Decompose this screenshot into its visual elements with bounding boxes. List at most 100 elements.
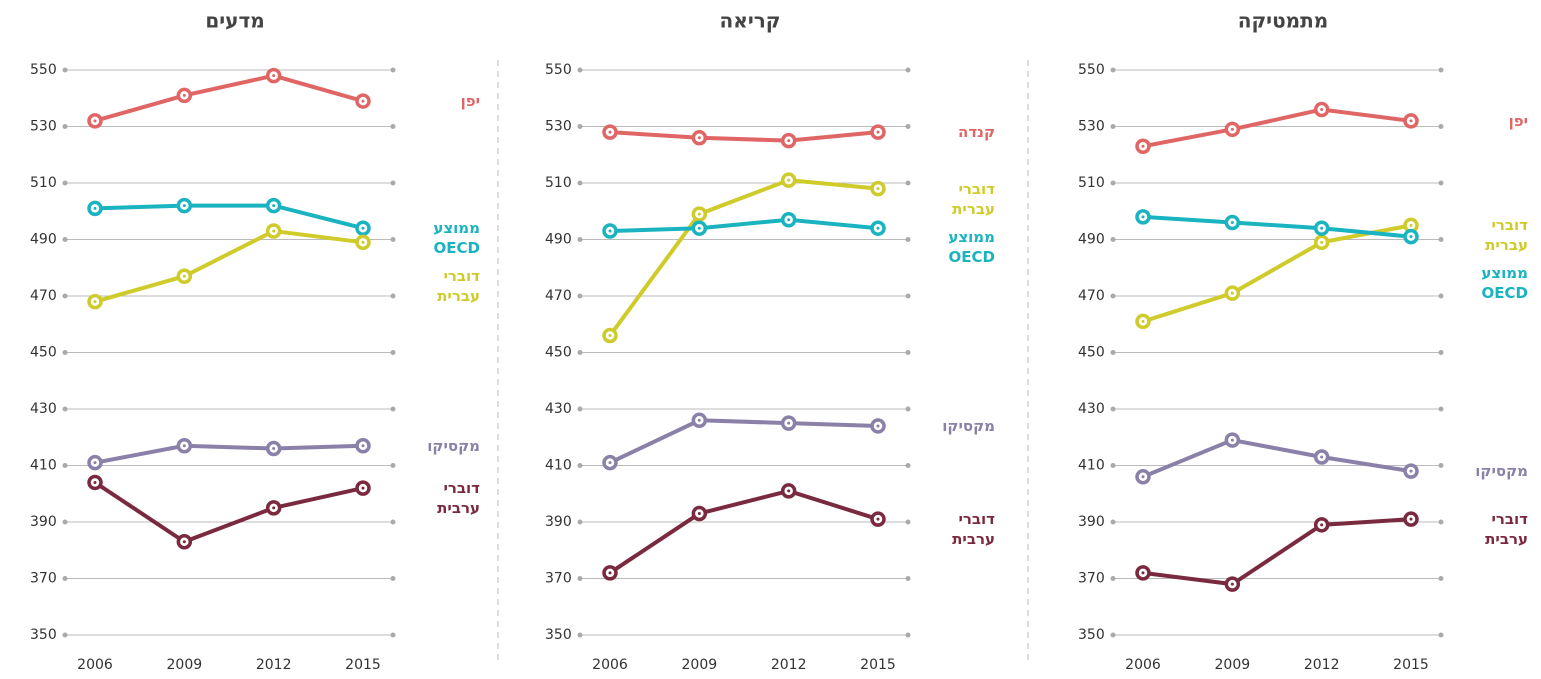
legend-label: מקסיקו <box>427 436 480 455</box>
grid-dot <box>1438 406 1444 412</box>
y-tick-label: 510 <box>1078 175 1105 191</box>
marker-dot <box>93 300 97 304</box>
y-tick-label: 490 <box>545 232 572 248</box>
marker-dot <box>697 136 701 140</box>
line <box>94 73 364 123</box>
y-tick-label: 410 <box>1078 458 1105 474</box>
marker-dot <box>787 139 791 143</box>
grid-dot <box>62 124 68 129</box>
marker-dot <box>1141 319 1145 323</box>
grid-dot <box>905 237 911 242</box>
marker-dot <box>361 226 365 230</box>
grid-dot <box>577 576 583 581</box>
grid-dot <box>390 463 396 468</box>
grid-dot <box>390 632 396 638</box>
x-tick-label: 2006 <box>592 657 628 673</box>
line <box>94 228 364 304</box>
line <box>1142 214 1412 239</box>
y-tick-label: 510 <box>30 175 57 191</box>
line <box>1142 107 1412 149</box>
line <box>94 203 364 231</box>
marker-dot <box>182 540 186 544</box>
grid-dot <box>1110 463 1116 468</box>
x-tick-label: 2015 <box>345 657 381 673</box>
line <box>609 130 879 143</box>
grid-dot <box>577 237 583 242</box>
grid-dot <box>62 406 68 412</box>
y-tick-label: 550 <box>545 62 572 78</box>
grid-dot <box>1438 519 1444 525</box>
marker-dot <box>1141 144 1145 148</box>
grid-dot <box>905 519 911 525</box>
legend-label: דוברי עברית <box>1485 216 1528 255</box>
grid-dot <box>1438 576 1444 581</box>
marker-dot <box>608 571 612 575</box>
marker-dot <box>361 99 365 103</box>
marker-dot <box>697 418 701 422</box>
marker-dot <box>1141 571 1145 575</box>
marker-dot <box>1320 108 1324 112</box>
grid-dot <box>1110 632 1116 638</box>
grid-dot <box>390 350 396 355</box>
grid-dot <box>905 293 911 299</box>
marker-dot <box>182 444 186 448</box>
legend-label: מקסיקו <box>942 416 995 435</box>
legend-label: ממוצע OECD <box>1481 264 1528 303</box>
marker-dot <box>1230 127 1234 131</box>
legend-label: דוברי ערבית <box>1485 510 1528 549</box>
chart-title: קריאה <box>720 9 781 33</box>
y-tick-label: 550 <box>1078 62 1105 78</box>
marker-dot <box>93 480 97 484</box>
marker-dot <box>787 218 791 222</box>
grid-dot <box>390 237 396 242</box>
legend-label: דוברי עברית <box>437 267 480 306</box>
line <box>94 443 364 465</box>
y-tick-label: 490 <box>30 232 57 248</box>
marker-dot <box>1409 223 1413 227</box>
y-tick-label: 370 <box>545 571 572 587</box>
grid-dot <box>1110 576 1116 581</box>
marker-dot <box>361 240 365 244</box>
x-tick-label: 2012 <box>771 657 807 673</box>
x-tick-label: 2006 <box>1125 657 1161 673</box>
y-tick-label: 410 <box>30 458 57 474</box>
grid-dot <box>1110 519 1116 525</box>
marker-dot <box>608 229 612 233</box>
marker-dot <box>1320 523 1324 527</box>
marker-dot <box>182 274 186 278</box>
y-tick-label: 430 <box>545 401 572 417</box>
marker-dot <box>272 74 276 78</box>
grid-dot <box>390 293 396 299</box>
marker-dot <box>1230 221 1234 225</box>
legend-label: דוברי ערבית <box>952 510 995 549</box>
marker-dot <box>182 204 186 208</box>
y-tick-label: 410 <box>545 458 572 474</box>
marker-dot <box>697 226 701 230</box>
marker-dot <box>876 517 880 521</box>
grid-dot <box>905 463 911 468</box>
legend-label: ממוצע OECD <box>433 219 480 258</box>
y-tick-label: 370 <box>1078 571 1105 587</box>
y-tick-label: 450 <box>1078 345 1105 361</box>
grid-dot <box>1110 237 1116 242</box>
grid-dot <box>62 237 68 242</box>
grid-dot <box>1110 350 1116 355</box>
line <box>609 217 879 234</box>
y-tick-label: 470 <box>545 288 572 304</box>
line <box>1142 437 1412 479</box>
y-tick-label: 530 <box>30 119 57 135</box>
y-tick-label: 350 <box>30 627 57 643</box>
grid-dot <box>905 406 911 412</box>
grid-dot <box>577 293 583 299</box>
marker-dot <box>1230 291 1234 295</box>
y-tick-label: 510 <box>545 175 572 191</box>
marker-dot <box>1320 226 1324 230</box>
marker-dot <box>876 187 880 191</box>
x-tick-label: 2009 <box>1215 657 1251 673</box>
y-tick-label: 490 <box>1078 232 1105 248</box>
grid-dot <box>62 576 68 581</box>
legend-label: מקסיקו <box>1475 462 1528 481</box>
legend-label: יפן <box>460 92 480 111</box>
marker-dot <box>787 178 791 182</box>
